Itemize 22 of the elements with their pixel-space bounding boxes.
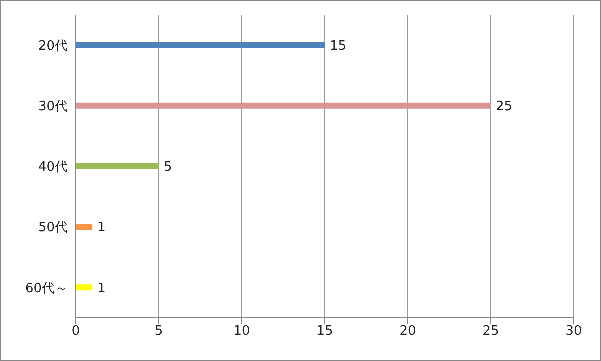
y-tick-label: 60代～ [25, 281, 68, 296]
x-tick-label: 5 [154, 324, 164, 340]
x-tick-label: 20 [400, 324, 416, 340]
bar [76, 224, 93, 230]
y-tick-label: 20代 [38, 38, 68, 54]
x-tick-label: 0 [72, 324, 80, 340]
data-label: 1 [98, 281, 106, 296]
bar [76, 284, 93, 291]
y-tick-label: 50代 [38, 220, 68, 236]
bar [76, 42, 325, 48]
x-tick-label: 30 [566, 324, 582, 340]
x-tick-label: 10 [234, 324, 250, 340]
data-label: 1 [98, 220, 106, 236]
data-label: 5 [164, 160, 172, 176]
bar [76, 163, 159, 170]
y-tick-label: 30代 [38, 100, 68, 115]
bar [76, 102, 491, 109]
data-label: 15 [330, 38, 347, 54]
x-tick-label: 15 [316, 324, 334, 340]
y-tick-label: 40代 [38, 160, 68, 176]
x-tick-label: 25 [482, 324, 500, 340]
data-label: 25 [496, 99, 513, 114]
